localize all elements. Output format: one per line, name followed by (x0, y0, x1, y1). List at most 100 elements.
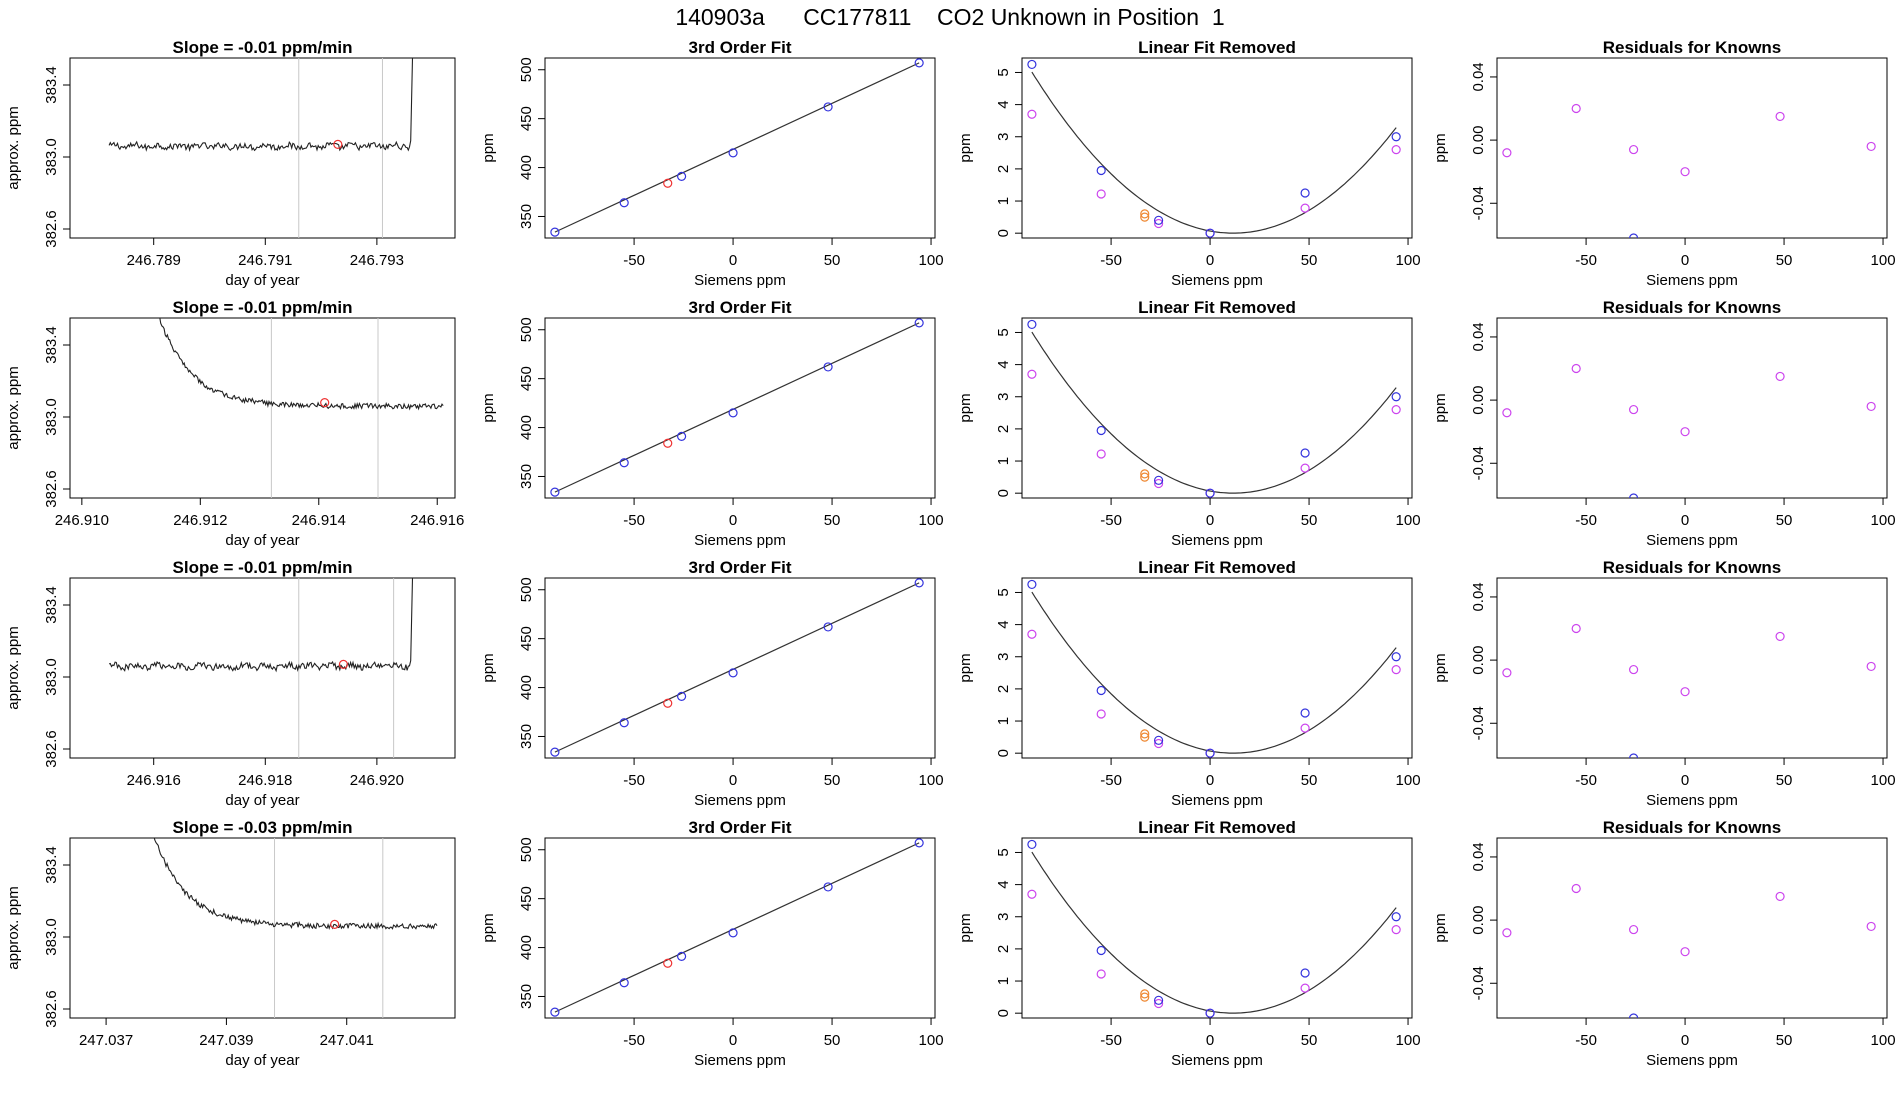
x-axis-label: Siemens ppm (694, 1052, 786, 1069)
residual-point (1775, 371, 1785, 382)
magenta-point (1300, 723, 1310, 733)
y-tick-label: 0 (995, 229, 1012, 237)
unknown-point (1140, 209, 1150, 219)
panel-r3-c1: Slope = -0.01 ppm/min day of year approx. … (5, 558, 456, 809)
y-tick-label: 383.0 (43, 398, 60, 436)
x-tick-label: 0 (1681, 772, 1689, 789)
y-tick-label: 383.4 (43, 846, 60, 884)
y-axis-label: approx. ppm (5, 886, 22, 969)
residual-point (1866, 401, 1876, 412)
x-tick-label: 246.916 (410, 512, 464, 529)
x-axis-label: Siemens ppm (1646, 1052, 1738, 1069)
x-axis-label: Siemens ppm (694, 272, 786, 289)
panel-title: 3rd Order Fit (689, 38, 792, 57)
x-axis-label: Siemens ppm (1646, 272, 1738, 289)
x-tick-label: 246.912 (173, 512, 227, 529)
unknown-point (663, 958, 673, 968)
x-tick-label: -50 (1100, 252, 1122, 269)
x-axis-label: Siemens ppm (1171, 272, 1263, 289)
y-tick-label: 500 (518, 317, 535, 342)
y-tick-label: 5 (995, 848, 1012, 856)
y-tick-label: 350 (518, 984, 535, 1009)
panel-r3-c2: 3rd Order Fit Siemens ppm ppm -50 0 50 100 350 4… (480, 558, 944, 809)
known-point (1300, 188, 1310, 198)
magenta-point (1027, 109, 1037, 119)
y-tick-label: 400 (518, 935, 535, 960)
residual-point (1866, 921, 1876, 932)
magenta-point (1153, 998, 1164, 1009)
known-point (550, 1007, 560, 1017)
x-tick-label: 50 (1776, 772, 1793, 789)
fit-line (554, 842, 920, 1013)
y-tick-label: 1 (995, 197, 1012, 205)
known-point (1391, 912, 1401, 922)
residual-point (1680, 947, 1690, 957)
panel-title: Linear Fit Removed (1138, 818, 1296, 837)
known-point (550, 747, 560, 757)
x-tick-label: 100 (1396, 252, 1421, 269)
x-tick-label: 50 (1776, 252, 1793, 269)
panel-r2-c2: 3rd Order Fit Siemens ppm ppm -50 0 50 100 350 4… (480, 298, 944, 549)
y-axis-label: ppm (957, 913, 974, 942)
y-axis-label: ppm (1432, 133, 1449, 162)
residual-known-point (1629, 233, 1639, 238)
plot-frame (69, 317, 456, 499)
x-tick-label: 0 (729, 772, 737, 789)
x-tick-label: 0 (729, 512, 737, 529)
panel-title: Slope = -0.01 ppm/min (173, 558, 353, 577)
known-point (550, 487, 560, 497)
panel-title: Residuals for Knowns (1603, 298, 1782, 317)
magenta-point (1096, 709, 1106, 719)
unknown-marker (333, 139, 343, 149)
y-tick-label: 1 (995, 457, 1012, 465)
plot-frame (1021, 577, 1413, 759)
quadratic-fit-curve (1031, 71, 1397, 234)
plot-frame (69, 57, 456, 239)
x-axis-label: Siemens ppm (1646, 792, 1738, 809)
plot-frame (544, 57, 936, 239)
panel-title: Residuals for Knowns (1603, 558, 1782, 577)
y-tick-label: 0.04 (1470, 582, 1487, 611)
x-tick-label: -50 (1100, 772, 1122, 789)
y-tick-label: -0.04 (1470, 186, 1487, 220)
y-tick-label: 3 (995, 913, 1012, 921)
unknown-point (1140, 212, 1150, 222)
x-axis-label: Siemens ppm (694, 532, 786, 549)
known-point (676, 431, 687, 441)
x-tick-label: 246.914 (292, 512, 346, 529)
y-tick-label: 383.0 (43, 918, 60, 956)
residual-point (1628, 404, 1639, 415)
known-point (550, 227, 560, 237)
magenta-point (1391, 145, 1401, 155)
y-tick-label: 0.00 (1470, 386, 1487, 415)
known-point (1027, 59, 1037, 70)
y-tick-label: 4 (995, 100, 1012, 108)
residual-known-point (1629, 753, 1639, 758)
time-series-line (108, 578, 414, 673)
known-point (1027, 319, 1037, 330)
x-axis-label: Siemens ppm (1171, 792, 1263, 809)
x-tick-label: -50 (623, 772, 645, 789)
known-point (1153, 475, 1164, 485)
residual-point (1680, 687, 1690, 697)
y-tick-label: 2 (995, 165, 1012, 173)
figure-title: 140903a CC177811 CO2 Unknown in Position… (675, 4, 1225, 30)
y-tick-label: 0 (995, 749, 1012, 757)
known-point (823, 362, 833, 372)
magenta-point (1300, 463, 1310, 473)
time-series-line (159, 318, 444, 411)
y-tick-label: 383.4 (43, 586, 60, 624)
panel-title: Linear Fit Removed (1138, 558, 1296, 577)
residual-point (1866, 661, 1876, 672)
plot-frame (69, 577, 456, 759)
y-tick-label: 382.6 (43, 210, 60, 248)
known-point (914, 838, 924, 848)
panel-title: Slope = -0.01 ppm/min (173, 298, 353, 317)
residual-point (1502, 928, 1512, 938)
y-tick-label: 4 (995, 880, 1012, 888)
x-axis-label: Siemens ppm (1171, 532, 1263, 549)
y-tick-label: 400 (518, 415, 535, 440)
x-tick-label: -50 (1100, 512, 1122, 529)
